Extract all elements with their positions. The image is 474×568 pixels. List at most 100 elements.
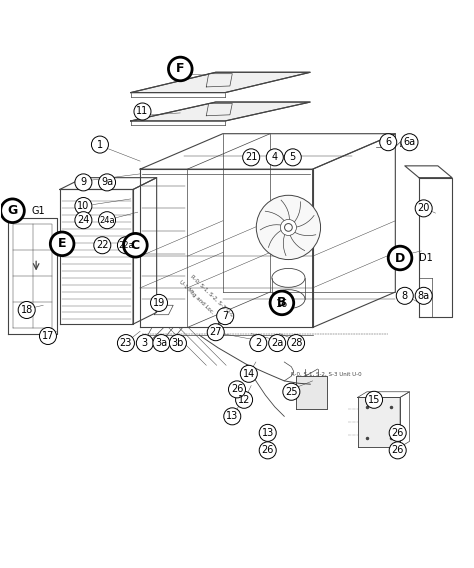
Polygon shape <box>357 398 400 447</box>
Circle shape <box>75 174 92 191</box>
Text: G1: G1 <box>31 206 45 216</box>
Circle shape <box>288 335 305 352</box>
Text: 22: 22 <box>96 240 109 250</box>
Circle shape <box>118 335 135 352</box>
Text: 28: 28 <box>290 338 302 348</box>
Circle shape <box>396 287 413 304</box>
Circle shape <box>99 212 116 229</box>
Circle shape <box>153 335 170 352</box>
Text: 23: 23 <box>120 338 132 348</box>
Circle shape <box>0 199 24 223</box>
Text: 22a: 22a <box>118 241 134 250</box>
Circle shape <box>75 198 92 215</box>
Text: 9a: 9a <box>101 177 113 187</box>
Circle shape <box>284 149 301 166</box>
Circle shape <box>91 136 109 153</box>
Circle shape <box>259 424 276 441</box>
Text: R-0, S-1, S-2, S-3 Unit U-0: R-0, S-1, S-2, S-3 Unit U-0 <box>292 371 362 376</box>
Text: 12: 12 <box>238 395 250 405</box>
Circle shape <box>75 212 92 229</box>
Text: D1: D1 <box>419 253 433 263</box>
Text: B: B <box>277 296 287 310</box>
Text: 24: 24 <box>77 215 90 225</box>
Circle shape <box>39 328 56 345</box>
Circle shape <box>18 302 35 319</box>
Text: 13: 13 <box>226 411 238 421</box>
Text: 15: 15 <box>368 395 380 405</box>
Text: 13: 13 <box>262 428 274 438</box>
Circle shape <box>236 391 253 408</box>
Text: 4: 4 <box>272 152 278 162</box>
Text: 6a: 6a <box>403 137 416 147</box>
Circle shape <box>284 224 292 231</box>
Circle shape <box>243 149 260 166</box>
Circle shape <box>283 383 300 400</box>
Text: 26: 26 <box>262 445 274 456</box>
Text: U-1 Mtg and Loc.: U-1 Mtg and Loc. <box>178 280 215 316</box>
Text: 2: 2 <box>255 338 261 348</box>
Polygon shape <box>296 376 327 409</box>
Circle shape <box>415 287 432 304</box>
Circle shape <box>124 233 147 257</box>
Circle shape <box>269 335 286 352</box>
Circle shape <box>415 200 432 217</box>
Circle shape <box>168 57 192 81</box>
Text: 25: 25 <box>285 387 298 397</box>
Text: 9: 9 <box>80 177 86 187</box>
Text: 3: 3 <box>142 338 148 348</box>
Text: 7: 7 <box>222 311 228 321</box>
Circle shape <box>273 295 291 312</box>
Text: E: E <box>58 237 66 250</box>
Text: F: F <box>176 62 184 76</box>
Text: 21: 21 <box>245 152 257 162</box>
Circle shape <box>380 133 397 151</box>
Text: 19: 19 <box>153 298 165 308</box>
Circle shape <box>240 365 257 382</box>
Text: C: C <box>131 239 140 252</box>
Text: 18: 18 <box>20 305 33 315</box>
Text: 6: 6 <box>385 137 392 147</box>
Circle shape <box>207 324 224 341</box>
Text: 20: 20 <box>418 203 430 214</box>
Text: D: D <box>395 252 405 265</box>
Text: 11: 11 <box>137 106 149 116</box>
Text: 10: 10 <box>77 201 90 211</box>
Polygon shape <box>131 72 310 93</box>
Circle shape <box>137 335 154 352</box>
Text: 26: 26 <box>231 385 243 394</box>
Circle shape <box>134 103 151 120</box>
Text: 5: 5 <box>290 152 296 162</box>
Polygon shape <box>131 102 310 121</box>
Circle shape <box>94 237 111 254</box>
Circle shape <box>270 291 294 315</box>
Circle shape <box>250 335 267 352</box>
Circle shape <box>389 424 406 441</box>
Text: 14: 14 <box>243 369 255 379</box>
Circle shape <box>365 391 383 408</box>
Circle shape <box>217 308 234 325</box>
Text: 3a: 3a <box>155 338 167 348</box>
Circle shape <box>224 408 241 425</box>
Text: 24a: 24a <box>99 216 115 225</box>
Circle shape <box>151 294 167 311</box>
Circle shape <box>99 174 116 191</box>
Text: 17: 17 <box>42 331 54 341</box>
Circle shape <box>118 237 135 254</box>
Text: 1: 1 <box>97 140 103 149</box>
Circle shape <box>389 442 406 459</box>
Circle shape <box>256 195 320 260</box>
Text: R-0, S-1, S-2, S-3 U-0: R-0, S-1, S-2, S-3 U-0 <box>190 274 235 318</box>
Circle shape <box>169 335 186 352</box>
Circle shape <box>401 133 418 151</box>
Circle shape <box>266 149 283 166</box>
Text: 2a: 2a <box>271 338 283 348</box>
Circle shape <box>228 381 246 398</box>
Circle shape <box>259 442 276 459</box>
Circle shape <box>50 232 74 256</box>
Circle shape <box>281 219 296 236</box>
Text: G: G <box>8 204 18 217</box>
Text: 26: 26 <box>392 445 404 456</box>
Text: 16: 16 <box>276 299 288 309</box>
Text: 26: 26 <box>392 428 404 438</box>
Text: 3b: 3b <box>172 338 184 348</box>
